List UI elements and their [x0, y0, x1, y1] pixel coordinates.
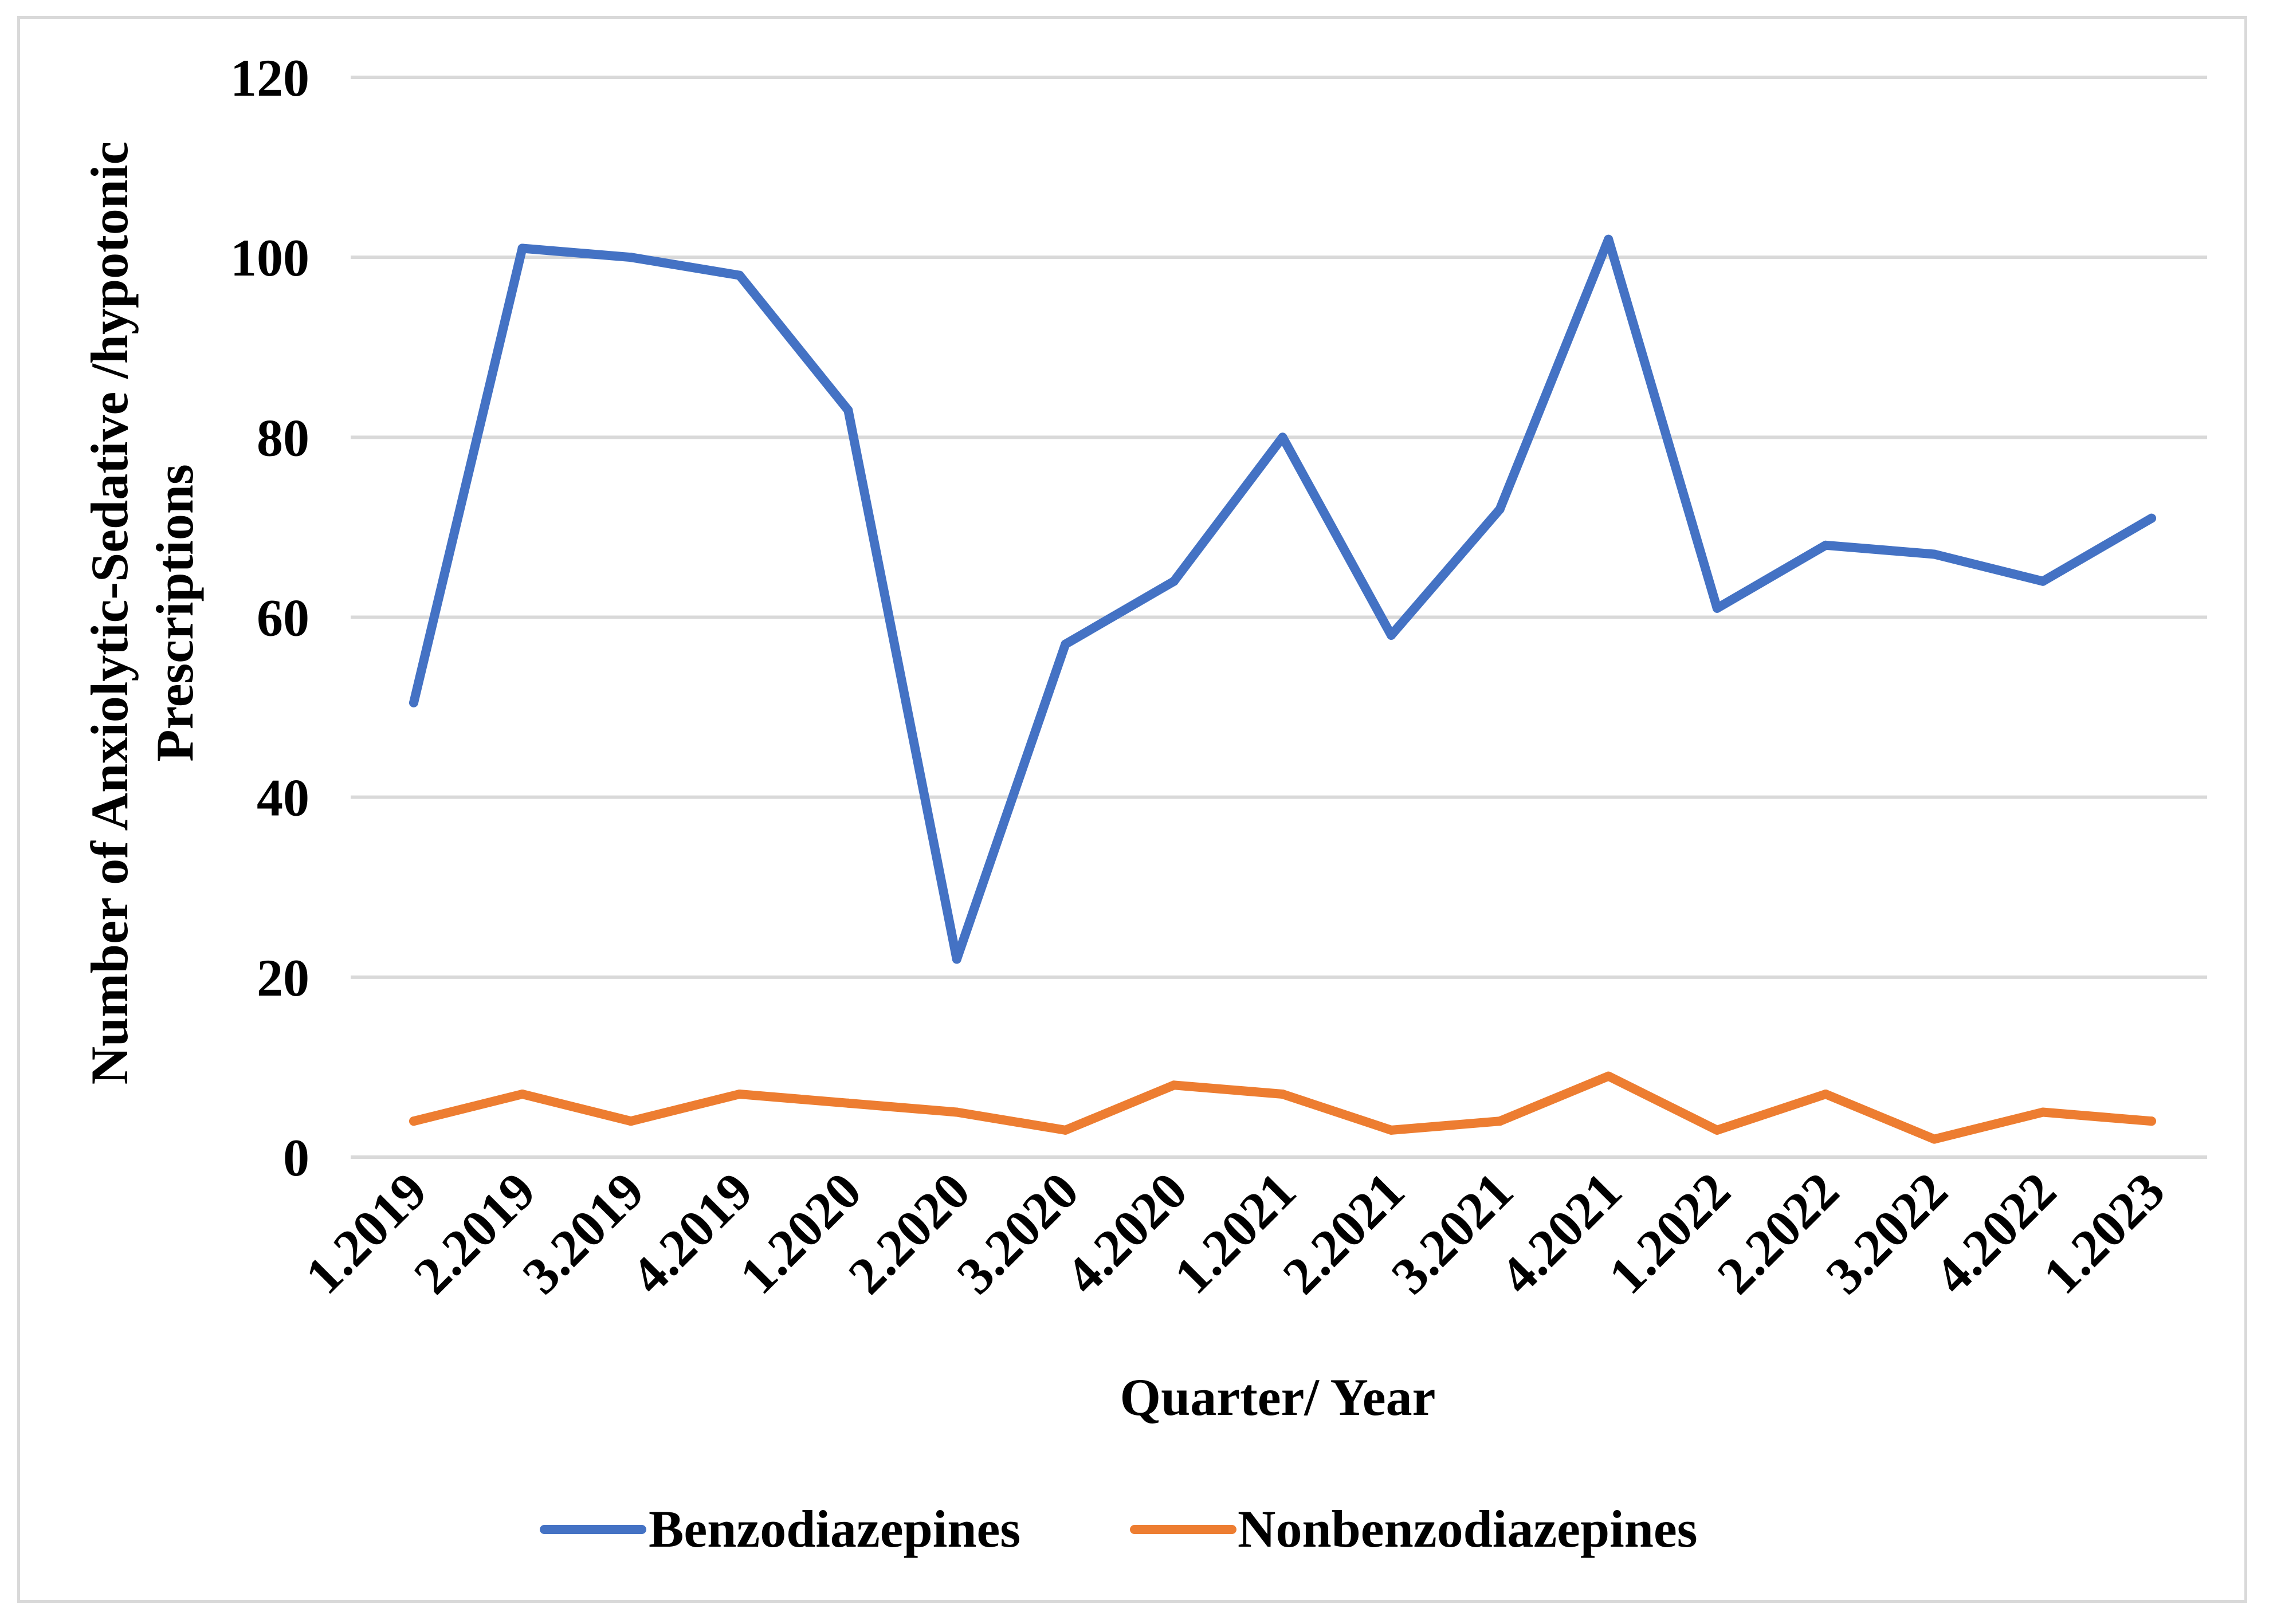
data-point-nonbenzodiazepines: [843, 1098, 853, 1108]
data-point-benzodiazepines: [409, 698, 418, 707]
data-point-nonbenzodiazepines: [952, 1107, 961, 1117]
legend-item-benzodiazepines: Benzodiazepines: [540, 1500, 1020, 1558]
data-point-benzodiazepines: [1278, 432, 1287, 442]
x-tick-label: 3.2022: [1815, 1161, 1958, 1305]
data-point-benzodiazepines: [2038, 576, 2048, 586]
x-tick-label: 2.2022: [1706, 1161, 1850, 1305]
y-tick-label: 80: [257, 408, 309, 467]
data-point-nonbenzodiazepines: [1929, 1134, 1939, 1144]
data-point-nonbenzodiazepines: [1712, 1125, 1722, 1135]
data-point-benzodiazepines: [517, 243, 527, 253]
y-tick-label: 100: [230, 229, 309, 287]
data-point-benzodiazepines: [2147, 513, 2156, 523]
data-point-nonbenzodiazepines: [626, 1116, 636, 1126]
series-lines: [409, 234, 2156, 1144]
x-tick-label: 2.2020: [837, 1161, 981, 1305]
data-point-benzodiazepines: [1929, 549, 1939, 559]
x-tick-label: 1.2019: [294, 1161, 438, 1305]
x-tick-label: 1.2021: [1163, 1161, 1307, 1305]
data-point-nonbenzodiazepines: [517, 1090, 527, 1099]
data-point-benzodiazepines: [1604, 234, 1614, 244]
data-point-benzodiazepines: [1495, 505, 1505, 514]
y-axis-title-line-2: Prescriptions: [146, 464, 204, 762]
x-axis-ticks: 1.20192.20193.20194.20191.20202.20203.20…: [294, 1161, 2176, 1305]
data-point-nonbenzodiazepines: [1169, 1080, 1179, 1090]
data-point-nonbenzodiazepines: [735, 1090, 744, 1099]
gridlines: [351, 76, 2207, 1159]
data-point-benzodiazepines: [952, 954, 961, 964]
y-axis-title-line-1: Number of Anxiolytic-Sedative /hypotonic: [80, 141, 139, 1085]
legend-label-nonbenzodiazepines: Nonbenzodiazepines: [1238, 1500, 1698, 1558]
legend-item-nonbenzodiazepines: Nonbenzodiazepines: [1130, 1500, 1698, 1558]
data-point-benzodiazepines: [1712, 603, 1722, 613]
x-tick-label: 1.2023: [2032, 1161, 2176, 1305]
legend-label-benzodiazepines: Benzodiazepines: [649, 1500, 1020, 1558]
y-tick-label: 0: [283, 1128, 309, 1187]
y-tick-label: 40: [257, 769, 309, 827]
x-axis-title: Quarter/ Year: [1120, 1368, 1436, 1426]
y-tick-label: 20: [257, 949, 309, 1007]
series-line-nonbenzodiazepines: [409, 1071, 2156, 1144]
data-point-benzodiazepines: [843, 406, 853, 415]
series-line-benzodiazepines: [409, 234, 2156, 964]
y-axis-ticks: 0 20 40 60 80 100 120: [230, 49, 309, 1187]
x-tick-label: 4.2019: [620, 1161, 764, 1305]
data-point-nonbenzodiazepines: [1278, 1090, 1287, 1099]
x-tick-label: 4.2020: [1054, 1161, 1198, 1305]
y-tick-label: 60: [257, 589, 309, 647]
data-point-benzodiazepines: [1821, 540, 1831, 550]
x-tick-label: 2.2019: [403, 1161, 547, 1305]
y-tick-label: 120: [230, 49, 309, 107]
x-tick-label: 4.2022: [1923, 1161, 2067, 1305]
x-tick-label: 3.2019: [511, 1161, 655, 1305]
chart-frame: [17, 16, 2247, 1603]
data-point-nonbenzodiazepines: [1061, 1125, 1070, 1135]
data-point-benzodiazepines: [1061, 639, 1070, 649]
data-point-benzodiazepines: [626, 253, 636, 262]
x-tick-label: 4.2021: [1489, 1161, 1632, 1305]
data-point-nonbenzodiazepines: [2147, 1116, 2156, 1126]
data-point-nonbenzodiazepines: [409, 1116, 418, 1126]
data-point-nonbenzodiazepines: [1495, 1116, 1505, 1126]
data-point-benzodiazepines: [735, 270, 744, 280]
data-point-nonbenzodiazepines: [1821, 1090, 1831, 1099]
x-tick-label: 3.2021: [1380, 1161, 1524, 1305]
x-tick-label: 1.2022: [1597, 1161, 1741, 1305]
data-point-nonbenzodiazepines: [2038, 1107, 2048, 1117]
x-tick-label: 3.2020: [945, 1161, 1089, 1305]
x-tick-label: 2.2021: [1271, 1161, 1415, 1305]
legend: Benzodiazepines Nonbenzodiazepines: [540, 1500, 1698, 1558]
data-point-benzodiazepines: [1169, 576, 1179, 586]
data-point-benzodiazepines: [1387, 630, 1396, 640]
data-point-nonbenzodiazepines: [1387, 1125, 1396, 1135]
x-tick-label: 1.2020: [728, 1161, 872, 1305]
data-point-nonbenzodiazepines: [1604, 1071, 1614, 1081]
